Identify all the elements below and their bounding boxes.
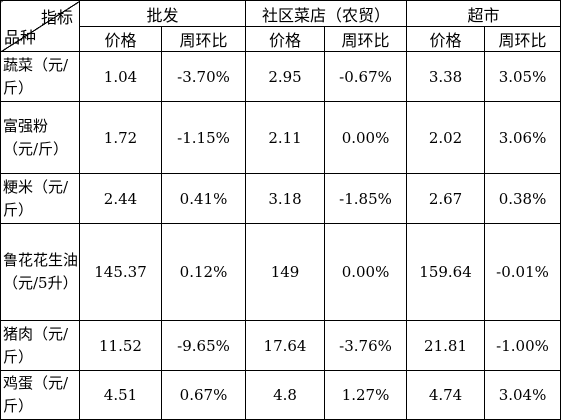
corner-indicator-label: 指标 [40,8,73,27]
value-cell: 0.41% [160,173,247,224]
value-cell: -0.01% [484,223,561,321]
value-cell: -1.00% [484,320,561,371]
value-cell: -3.76% [324,320,408,371]
sub-header-wow: 周环比 [484,26,561,52]
table-row: 蔬菜（元/斤） 1.04 -3.70% 2.95 -0.67% 3.38 3.0… [0,51,561,102]
value-cell: 145.37 [79,223,162,321]
value-cell: 2.02 [406,101,486,174]
value-cell: 3.04% [484,370,561,420]
value-cell: 159.64 [406,223,486,321]
sub-header-price: 价格 [245,26,326,52]
table-row: 猪肉（元/斤） 11.52 -9.65% 17.64 -3.76% 21.81 … [0,320,561,371]
value-cell: 3.05% [484,51,561,102]
value-cell: -9.65% [160,320,247,371]
group-header-wholesale: 批发 [78,0,247,27]
value-cell: 2.44 [79,173,162,224]
value-cell: 2.67 [406,173,486,224]
value-cell: 0.38% [484,173,561,224]
row-name-cell: 蔬菜（元/斤） [0,51,80,102]
value-cell: 11.52 [79,320,162,371]
value-cell: -3.70% [160,51,247,102]
table-row: 富强粉（元/斤） 1.72 -1.15% 2.11 0.00% 2.02 3.0… [0,101,561,174]
table-row: 鲁花花生油（元/5升） 145.37 0.12% 149 0.00% 159.6… [0,223,561,321]
value-cell: -1.15% [160,101,247,174]
row-name-cell: 鲁花花生油（元/5升） [0,223,80,321]
value-cell: 1.27% [324,370,408,420]
row-name-cell: 粳米（元/斤） [0,173,80,224]
value-cell: 1.04 [79,51,162,102]
table-row: 粳米（元/斤） 2.44 0.41% 3.18 -1.85% 2.67 0.38… [0,173,561,224]
value-cell: -1.85% [324,173,408,224]
value-cell: 149 [245,223,326,321]
value-cell: 2.95 [245,51,326,102]
value-cell: -0.67% [324,51,408,102]
corner-header-cell: 指标 品种 [0,0,80,52]
sub-header-wow: 周环比 [160,26,247,52]
group-header-community-store: 社区菜店（农贸） [245,0,408,27]
row-name-cell: 鸡蛋（元/斤） [0,370,80,420]
value-cell: 0.67% [160,370,247,420]
value-cell: 0.00% [324,101,408,174]
value-cell: 1.72 [79,101,162,174]
table-row: 鸡蛋（元/斤） 4.51 0.67% 4.8 1.27% 4.74 3.04% [0,370,561,420]
value-cell: 21.81 [406,320,486,371]
group-header-row: 指标 品种 批发 社区菜店（农贸） 超市 [0,0,561,52]
value-cell: 0.00% [324,223,408,321]
value-cell: 4.51 [79,370,162,420]
sub-header-wow: 周环比 [324,26,408,52]
value-cell: 0.12% [160,223,247,321]
sub-header-row: 价格 周环比 价格 周环比 价格 周环比 [1,26,561,52]
value-cell: 4.8 [245,370,326,420]
value-cell: 3.06% [484,101,561,174]
sub-header-price: 价格 [406,26,486,52]
row-name-cell: 猪肉（元/斤） [0,320,80,371]
group-header-supermarket: 超市 [406,0,561,27]
value-cell: 3.38 [406,51,486,102]
row-name-cell: 富强粉（元/斤） [0,101,80,174]
value-cell: 4.74 [406,370,486,420]
corner-variety-label: 品种 [4,28,37,47]
value-cell: 2.11 [245,101,326,174]
value-cell: 17.64 [245,320,326,371]
value-cell: 3.18 [245,173,326,224]
sub-header-price: 价格 [79,26,162,52]
